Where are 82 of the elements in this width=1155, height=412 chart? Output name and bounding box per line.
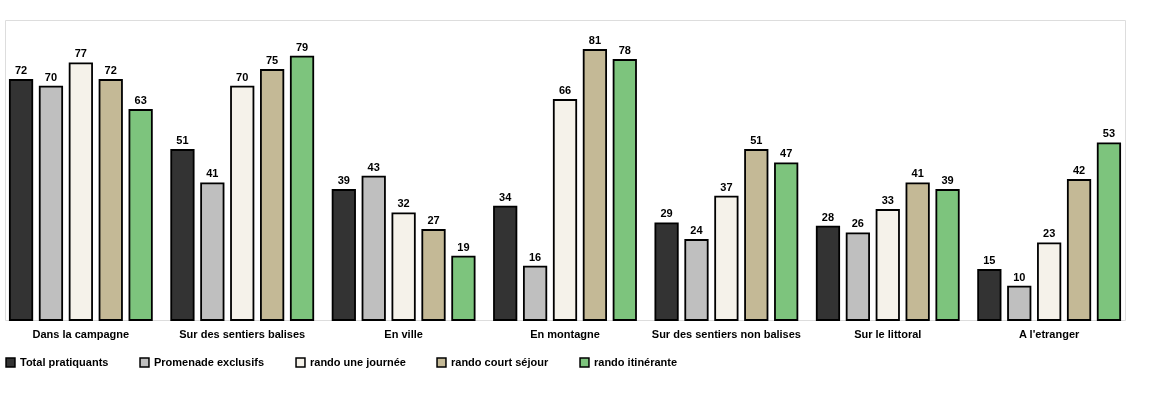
- data-label: 72: [104, 64, 117, 76]
- data-label: 79: [295, 40, 309, 53]
- x-tick-label: Sur des sentiers non balises: [651, 327, 801, 340]
- bar: [331, 189, 356, 321]
- data-label: 70: [44, 70, 58, 83]
- bar: [552, 99, 578, 321]
- bar: [612, 59, 637, 321]
- data-label: 27: [427, 214, 440, 226]
- legend-label: rando court séjour: [451, 355, 549, 368]
- bar: [289, 55, 315, 321]
- bar: [582, 49, 608, 321]
- bar: [200, 182, 225, 321]
- bar: [493, 205, 518, 321]
- bar: [421, 229, 446, 321]
- data-label: 47: [780, 147, 793, 160]
- data-label: 32: [397, 197, 410, 210]
- bar: [451, 255, 476, 321]
- bar: [714, 195, 739, 321]
- bar: [774, 162, 799, 321]
- data-label: 70: [236, 70, 249, 83]
- data-label: 66: [558, 84, 572, 96]
- data-label: 41: [911, 167, 924, 180]
- data-label: 10: [1013, 270, 1026, 283]
- data-label: 19: [457, 240, 470, 253]
- data-label: 15: [983, 254, 996, 266]
- bar: [38, 85, 64, 321]
- bar: [744, 149, 769, 321]
- data-label: 16: [528, 250, 542, 263]
- x-tick-label: A l'etranger: [1019, 327, 1081, 340]
- bar: [654, 222, 679, 321]
- bar: [170, 149, 195, 321]
- bar: [260, 69, 285, 321]
- data-label: 28: [821, 210, 835, 223]
- bar: [68, 62, 93, 321]
- bar: [815, 225, 841, 321]
- bar: [684, 239, 709, 321]
- data-label: 29: [660, 207, 673, 220]
- data-label: 26: [851, 217, 864, 230]
- data-label: 43: [367, 160, 380, 173]
- data-label: 53: [1102, 127, 1116, 140]
- data-label: 37: [720, 180, 733, 193]
- bar: [935, 189, 960, 321]
- bar: [128, 109, 153, 321]
- legend-label: Total pratiquants: [20, 355, 109, 368]
- data-label: 75: [266, 54, 279, 66]
- legend-label: rando une journée: [310, 355, 406, 368]
- data-label: 39: [941, 174, 954, 186]
- bar: [361, 175, 386, 321]
- data-label: 51: [750, 134, 763, 146]
- data-label: 78: [618, 44, 631, 56]
- bar: [230, 85, 255, 321]
- data-label: 23: [1043, 227, 1056, 240]
- x-tick-label: Dans la campagne: [32, 327, 130, 340]
- bar: [977, 269, 1002, 321]
- data-label: 42: [1072, 164, 1086, 176]
- bar: [905, 182, 930, 321]
- bar: [845, 232, 870, 321]
- x-tick-label: En montagne: [530, 327, 600, 340]
- bar: [522, 265, 548, 321]
- bar: [98, 79, 123, 321]
- x-tick-label: En ville: [384, 327, 423, 340]
- data-label: 41: [206, 167, 219, 180]
- bar: [1066, 179, 1092, 321]
- bar: [1037, 242, 1062, 321]
- data-label: 34: [499, 190, 513, 203]
- data-label: 24: [690, 224, 704, 236]
- legend-label: rando itinérante: [594, 355, 678, 368]
- data-label: 51: [176, 134, 189, 146]
- bar: [1096, 142, 1122, 321]
- data-label: 77: [74, 47, 87, 60]
- x-tick-label: Sur le littoral: [854, 327, 922, 340]
- data-label: 81: [588, 34, 602, 46]
- bar: [875, 209, 900, 321]
- data-label: 33: [881, 194, 894, 206]
- data-label: 72: [14, 64, 28, 76]
- data-label: 63: [134, 94, 147, 106]
- data-label: 39: [337, 174, 350, 186]
- bar: [391, 212, 416, 321]
- legend-label: Promenade exclusifs: [154, 355, 265, 368]
- x-tick-label: Sur des sentiers balises: [179, 327, 306, 340]
- bar: [1007, 285, 1032, 321]
- bar: [8, 79, 34, 321]
